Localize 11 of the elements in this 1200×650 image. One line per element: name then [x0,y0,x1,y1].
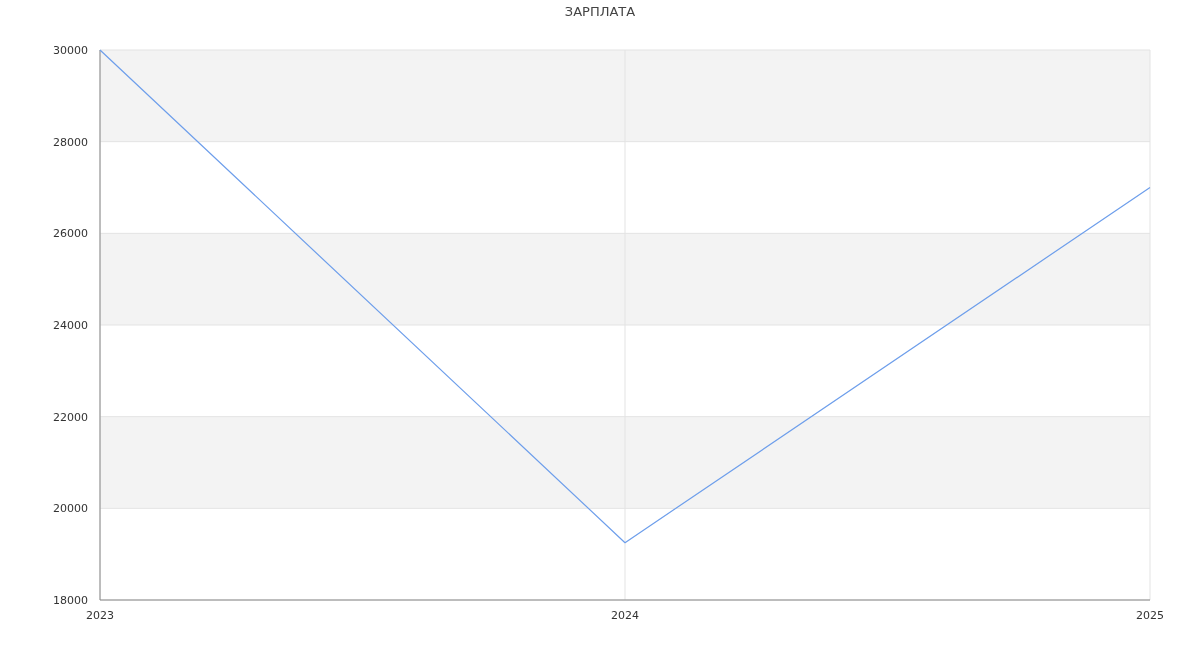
y-tick-label: 28000 [53,135,88,149]
y-tick-label: 26000 [53,227,88,241]
x-tick-label: 2025 [1136,609,1164,622]
x-tick-label: 2023 [86,609,114,622]
x-tick-label: 2024 [611,609,639,622]
chart-title: ЗАРПЛАТА [564,4,636,19]
y-tick-label: 30000 [53,44,88,57]
y-tick-label: 20000 [53,502,88,516]
y-tick-label: 22000 [53,410,88,424]
y-tick-label: 24000 [53,319,88,332]
y-tick-label: 18000 [53,594,88,607]
